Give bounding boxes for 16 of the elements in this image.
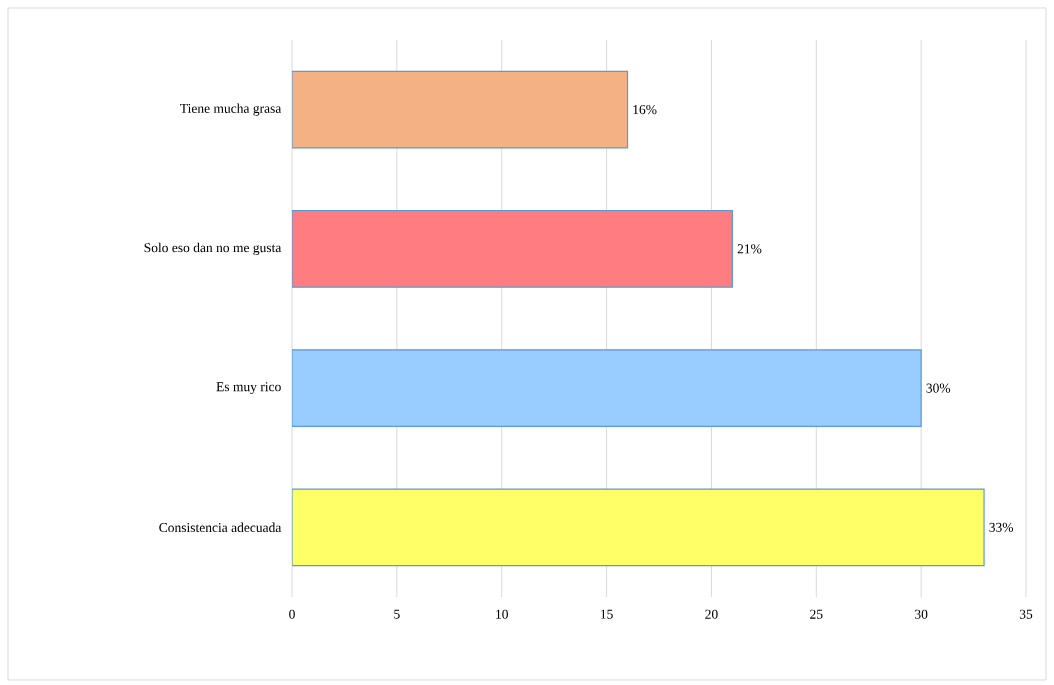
x-tick-label: 25 — [810, 609, 823, 619]
y-tick-label: Tiene mucha grasa — [180, 103, 282, 116]
data-label: 30% — [926, 383, 951, 393]
y-tick-label: Solo eso dan no me gusta — [144, 242, 282, 255]
x-tick-label: 35 — [1019, 609, 1033, 619]
x-tick-label: 5 — [394, 609, 400, 619]
data-label: 33% — [989, 522, 1014, 532]
x-tick-label: 20 — [705, 609, 718, 619]
x-tick-label: 15 — [601, 609, 613, 619]
x-tick-label: 0 — [289, 609, 295, 619]
x-tick-label: 10 — [496, 609, 508, 619]
data-label: 16% — [633, 105, 657, 115]
x-tick-label: 30 — [915, 609, 928, 619]
y-tick-label: Es muy rico — [216, 382, 281, 395]
data-label: 21% — [737, 244, 762, 254]
y-tick-label: Consistencia adecuada — [159, 522, 282, 533]
